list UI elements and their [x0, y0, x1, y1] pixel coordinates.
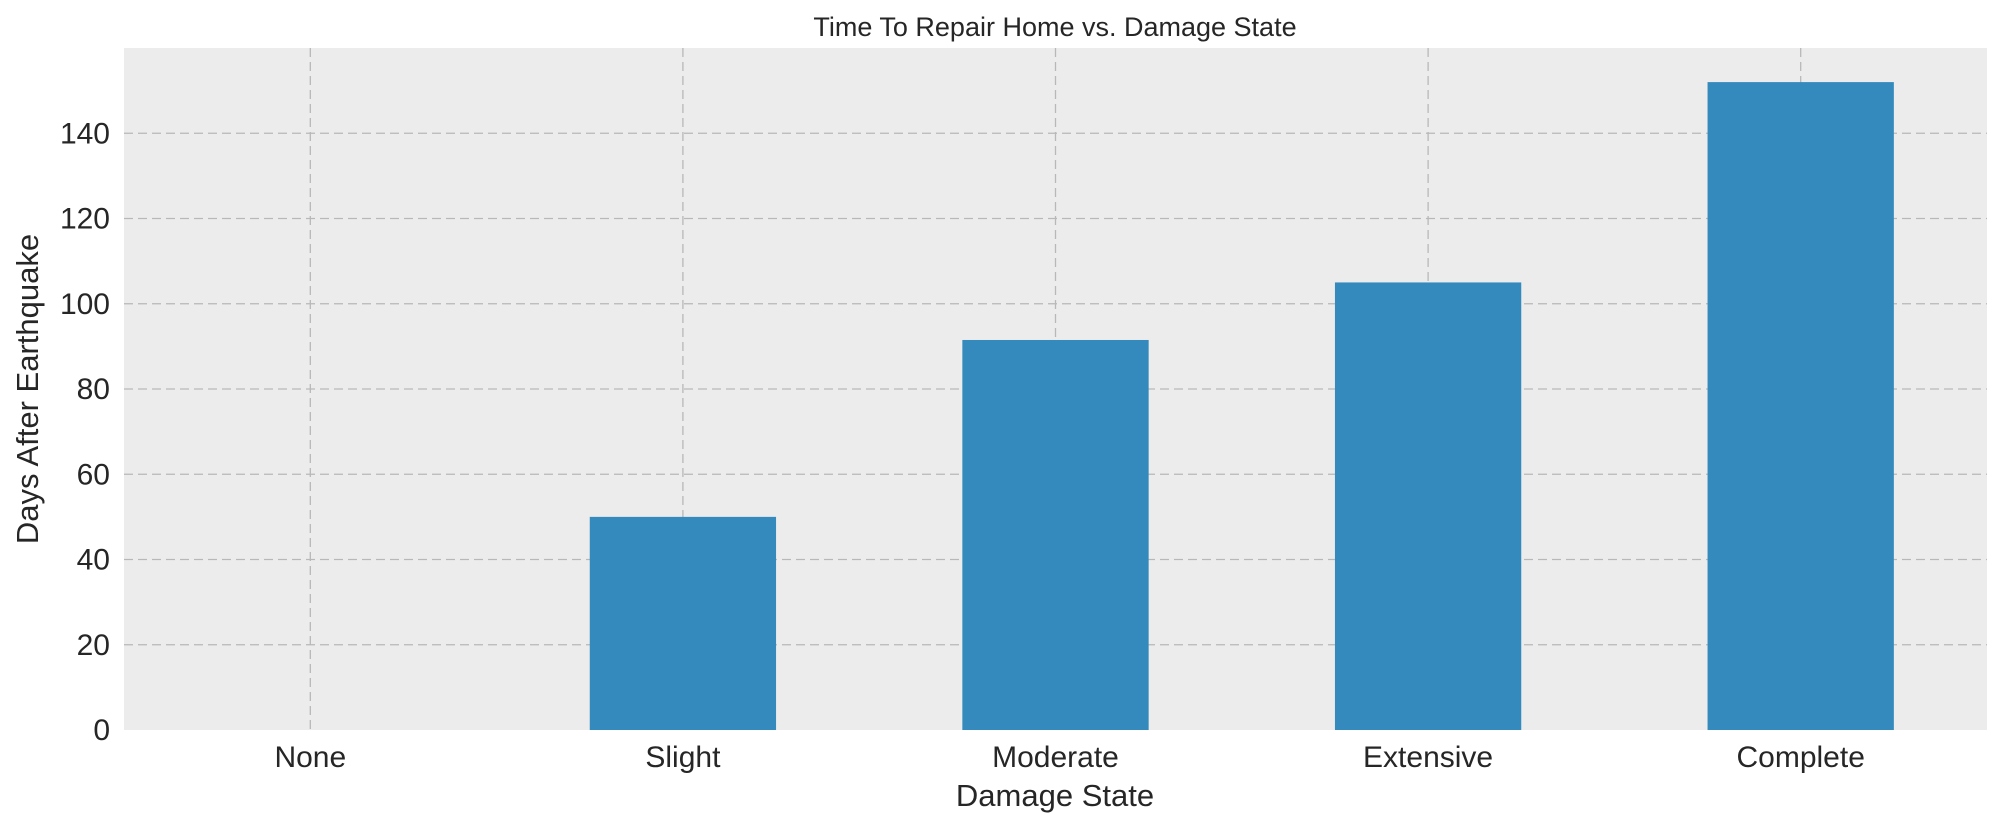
bar-slight: [589, 516, 777, 730]
x-tick-labels: None Slight Moderate Extensive Complete: [274, 741, 1864, 774]
y-tick-label: 20: [77, 629, 110, 662]
x-tick-label: Extensive: [1363, 741, 1493, 774]
x-tick-label: Complete: [1736, 741, 1864, 774]
y-tick-label: 120: [60, 203, 110, 236]
y-tick-label: 140: [60, 117, 110, 150]
x-tick-label: Slight: [645, 741, 721, 774]
y-axis-label: Days After Earthquake: [10, 234, 45, 544]
y-tick-label: 60: [77, 458, 110, 491]
chart-title: Time To Repair Home vs. Damage State: [813, 12, 1296, 42]
y-tick-label: 80: [77, 373, 110, 406]
bar-moderate: [962, 339, 1149, 730]
bar-complete: [1707, 82, 1894, 731]
y-tick-labels: 0 20 40 60 80 100 120 140: [60, 117, 110, 747]
y-tick-label: 0: [93, 714, 110, 747]
x-tick-label: None: [274, 741, 346, 774]
bar-extensive: [1334, 282, 1522, 730]
y-tick-label: 100: [60, 288, 110, 321]
y-tick-label: 40: [77, 544, 110, 577]
bars: [589, 82, 1894, 731]
x-tick-label: Moderate: [992, 741, 1119, 774]
x-axis-label: Damage State: [956, 778, 1154, 813]
